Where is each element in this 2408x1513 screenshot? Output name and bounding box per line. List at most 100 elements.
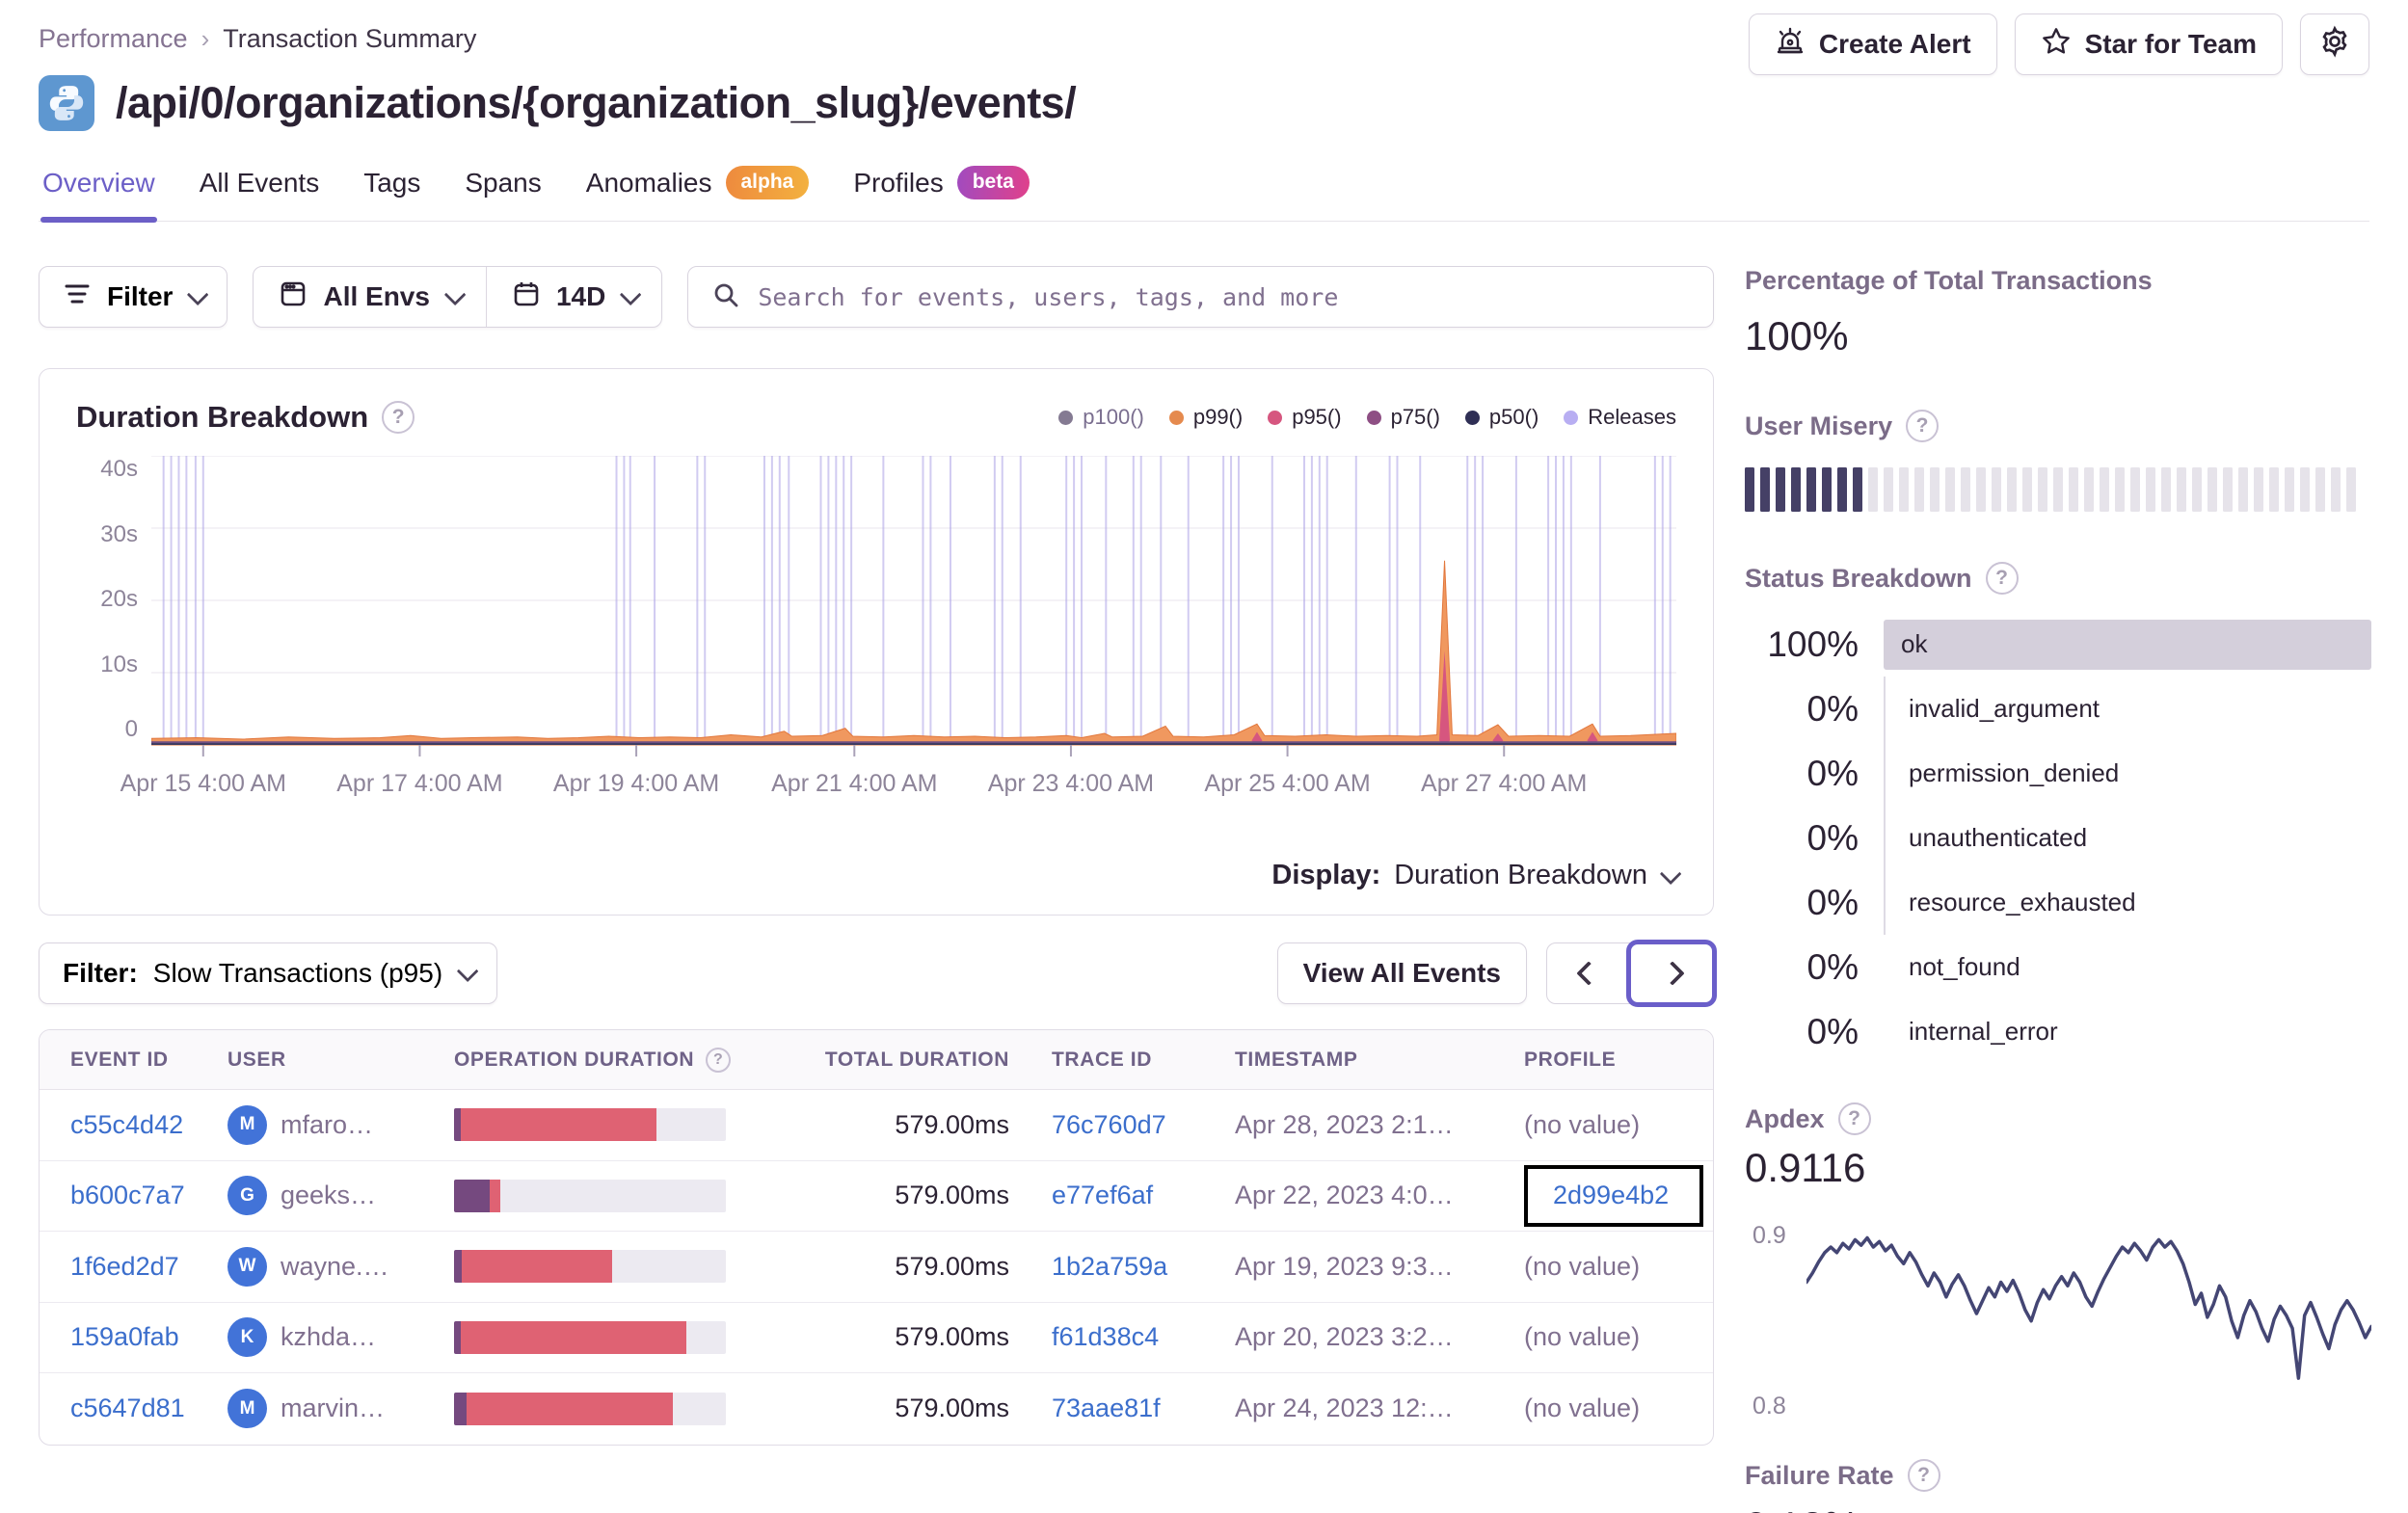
tab-overview[interactable]: Overview [40,160,157,223]
tab-all-events[interactable]: All Events [199,167,320,198]
legend-p95[interactable]: p95() [1268,405,1342,430]
help-icon[interactable]: ? [382,401,415,434]
legend-releases[interactable]: Releases [1564,405,1676,430]
events-toolbar: Filter: Slow Transactions (p95) View All… [39,940,1717,1007]
chevron-down-icon [443,283,467,306]
event-id-link[interactable]: 1f6ed2d7 [70,1251,179,1281]
star-for-team-button[interactable]: Star for Team [2014,13,2283,75]
col-trace-id: Trace ID [1052,1048,1152,1071]
event-id-link[interactable]: 159a0fab [70,1322,179,1352]
operation-duration-bar [454,1392,726,1425]
chevron-right-icon [1659,961,1685,986]
timestamp: Apr 22, 2023 4:0… [1235,1181,1454,1210]
profile-value: (no value) [1524,1109,1641,1139]
user-misery-section: User Misery ? [1745,410,2371,512]
page-title: /api/0/organizations/{organization_slug}… [116,78,1077,127]
help-icon[interactable]: ? [706,1047,732,1073]
siren-icon [1775,27,1806,63]
help-icon[interactable]: ? [1837,1102,1871,1135]
tab-tags[interactable]: Tags [363,167,421,198]
failure-rate-value: 0.12% [1745,1503,2371,1513]
filter-button[interactable]: Filter [39,266,228,328]
x-tick-label: Apr 17 4:00 AM [336,770,503,797]
total-duration: 579.00ms [895,1322,1009,1352]
chevron-left-icon [1576,961,1601,986]
x-tick-label: Apr 19 4:00 AM [552,770,720,797]
filter-bar: Filter All Envs [39,266,1714,328]
help-icon[interactable]: ? [1906,410,1940,442]
user-name: geeks… [281,1181,377,1210]
status-row-invalid-argument: 0% invalid_argument [1745,677,2371,741]
settings-button[interactable] [2300,13,2369,75]
display-selector[interactable]: Display: Duration Breakdown [76,860,1682,891]
x-tick-label: Apr 23 4:00 AM [987,770,1155,797]
status-row-ok: 100% ok [1745,612,2371,677]
apdex-ytop: 0.9 [1752,1222,1786,1249]
trace-id-link[interactable]: 76c760d7 [1052,1109,1166,1139]
operation-duration-bar [454,1179,726,1212]
trace-id-link[interactable]: f61d38c4 [1052,1322,1160,1352]
view-all-events-button[interactable]: View All Events [1276,942,1527,1004]
tab-anomalies[interactable]: Anomalies alpha [584,160,812,221]
tab-spans[interactable]: Spans [465,167,542,198]
profile-value: (no value) [1524,1251,1641,1281]
help-icon[interactable]: ? [1907,1459,1940,1492]
trace-id-link[interactable]: 73aae81f [1052,1394,1161,1423]
tab-bar: Overview All Events Tags Spans Anomalies… [39,160,2369,223]
chevron-down-icon [456,960,479,983]
duration-breakdown-card: Duration Breakdown ? p100() p99() p95() … [39,368,1714,916]
date-range-selector[interactable]: 14D [485,267,661,327]
ptt-title: Percentage of Total Transactions [1745,266,2153,295]
create-alert-button[interactable]: Create Alert [1748,13,1997,75]
legend-p99[interactable]: p99() [1168,405,1243,430]
legend-p50[interactable]: p50() [1464,405,1538,430]
total-duration: 579.00ms [895,1394,1009,1423]
event-id-link[interactable]: b600c7a7 [70,1181,185,1210]
legend-p75[interactable]: p75() [1366,405,1440,430]
chevron-down-icon [187,283,209,306]
user-name: wayne.… [281,1251,389,1281]
status-row-resource-exhausted: 0% resource_exhausted [1745,870,2371,935]
trace-id-link[interactable]: e77ef6af [1052,1181,1154,1210]
x-tick-label: Apr 15 4:00 AM [120,770,286,797]
chart-title: Duration Breakdown [76,400,369,434]
ptt-value: 100% [1745,313,1849,358]
operation-duration-bar [454,1320,726,1354]
col-operation-duration: Operation Duration? [454,1047,791,1073]
alpha-badge: alpha [725,166,810,199]
chevron-down-icon [620,283,642,306]
window-icon [279,279,308,315]
legend-p100[interactable]: p100() [1058,405,1144,430]
environment-selector[interactable]: All Envs [254,267,485,327]
ok-status-bar: ok [1884,619,2371,670]
breadcrumb-performance[interactable]: Performance [39,23,188,53]
event-id-link[interactable]: c55c4d42 [70,1109,184,1139]
next-page-button[interactable] [1630,943,1713,1003]
event-id-link[interactable]: c5647d81 [70,1394,185,1423]
env-date-group: All Envs 14D [253,266,663,328]
profile-link[interactable]: 2d99e4b2 [1553,1181,1670,1210]
previous-page-button[interactable] [1547,943,1630,1003]
col-total-duration: Total Duration [824,1048,1009,1071]
trace-id-link[interactable]: 1b2a759a [1052,1251,1168,1281]
avatar: K [227,1317,267,1358]
apdex-ybottom: 0.8 [1752,1393,1786,1420]
failure-rate-title: Failure Rate [1745,1460,1894,1490]
status-row-permission-denied: 0% permission_denied [1745,741,2371,806]
avatar: W [227,1246,267,1287]
slow-transactions-filter[interactable]: Filter: Slow Transactions (p95) [39,942,498,1004]
duration-chart: 40s 30s 20s 10s 0 Apr 15 4:00 AM Apr 17 4:00 … [76,456,1676,809]
main-column: Filter All Envs [39,266,1717,1513]
tab-profiles[interactable]: Profiles beta [851,160,1031,221]
breadcrumb-transaction-summary: Transaction Summary [223,23,477,53]
breadcrumb: Performance › Transaction Summary [39,17,2369,60]
header-actions: Create Alert Star for Team [1748,13,2369,75]
apdex-sparkline: 0.9 0.8 [1745,1205,2371,1426]
help-icon[interactable]: ? [1985,562,2019,595]
profile-value: (no value) [1524,1394,1641,1423]
search-input[interactable] [758,282,1690,311]
x-tick-label: Apr 21 4:00 AM [771,770,938,797]
user-name: kzhda… [281,1322,377,1352]
duration-chart-plot[interactable] [151,456,1676,756]
